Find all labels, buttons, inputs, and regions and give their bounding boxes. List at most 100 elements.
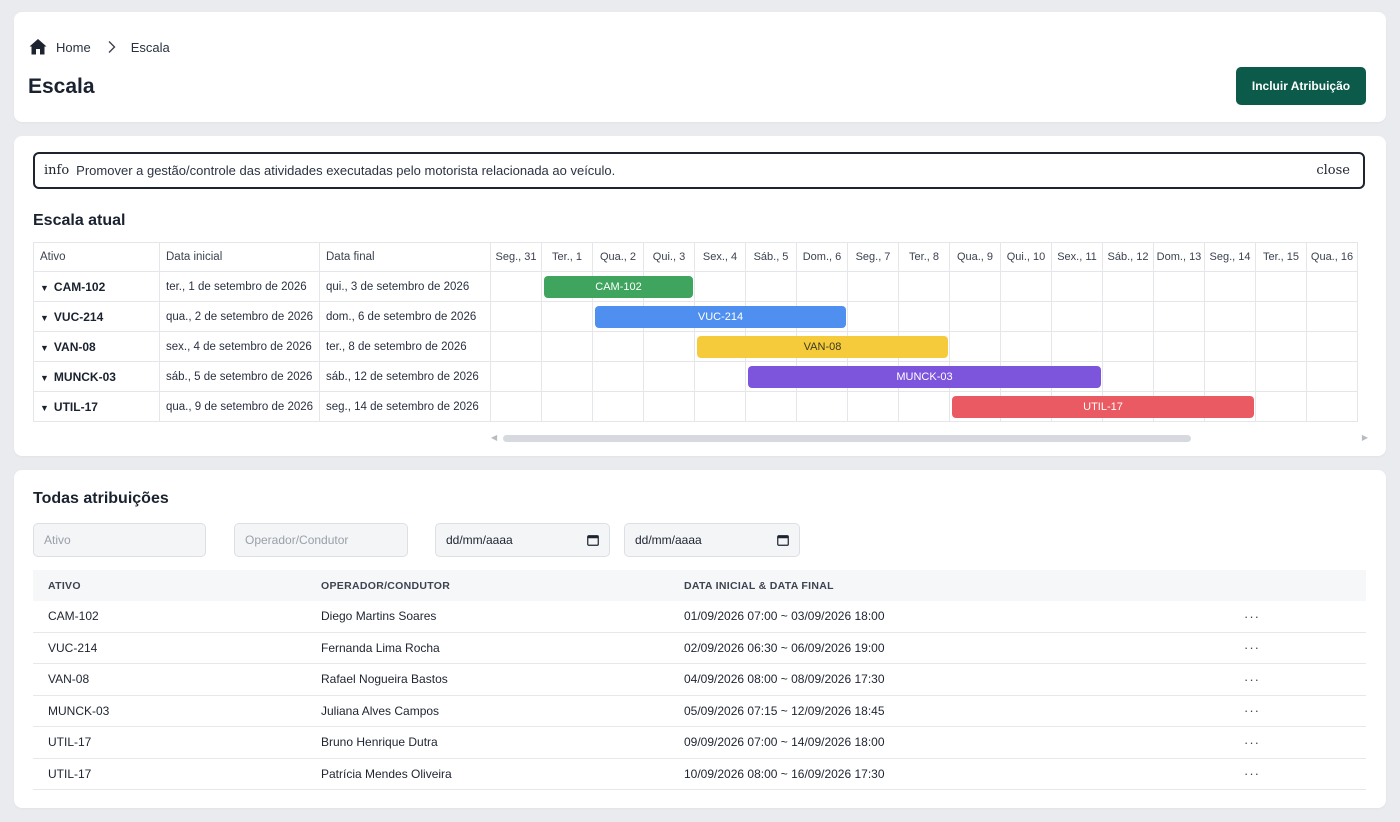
gantt-day-cell[interactable]	[1154, 302, 1205, 332]
gantt-day-cell[interactable]	[491, 302, 542, 332]
gantt-bar[interactable]: MUNCK-03	[748, 366, 1101, 388]
scroll-right-icon[interactable]: ▶	[1361, 433, 1368, 442]
gantt-day-cell[interactable]	[797, 392, 848, 422]
gantt-bar[interactable]: VAN-08	[697, 336, 948, 358]
gantt-day-cell[interactable]	[797, 302, 848, 332]
gantt-day-cell[interactable]	[593, 362, 644, 392]
gantt-day-cell[interactable]	[1256, 392, 1307, 422]
gantt-day-cell[interactable]	[746, 272, 797, 302]
close-icon[interactable]: close	[1316, 163, 1350, 178]
gantt-day-cell[interactable]	[1205, 272, 1256, 302]
gantt-day-cell[interactable]	[644, 332, 695, 362]
gantt-day-cell[interactable]	[848, 272, 899, 302]
gantt-day-cell[interactable]	[1052, 362, 1103, 392]
table-row[interactable]: VAN-08 Rafael Nogueira Bastos 04/09/2026 0…	[33, 664, 1366, 696]
gantt-day-cell[interactable]	[1307, 302, 1358, 332]
more-actions-icon[interactable]: ···	[1244, 671, 1260, 687]
gantt-asset-cell[interactable]: ▼ VUC-214	[33, 302, 160, 332]
end-date-input[interactable]: dd/mm/aaaa	[624, 523, 800, 557]
column-header-ativo[interactable]: ATIVO	[48, 579, 81, 592]
gantt-header-ativo[interactable]: Ativo	[33, 242, 160, 272]
caret-down-icon[interactable]: ▼	[40, 282, 49, 293]
gantt-day-cell[interactable]	[848, 392, 899, 422]
gantt-day-cell[interactable]	[746, 392, 797, 422]
column-header-datas[interactable]: DATA INICIAL & DATA FINAL	[684, 579, 834, 592]
gantt-day-cell[interactable]	[695, 392, 746, 422]
caret-down-icon[interactable]: ▼	[40, 312, 49, 323]
ativo-filter-input[interactable]	[33, 523, 206, 557]
gantt-asset-cell[interactable]: ▼ UTIL-17	[33, 392, 160, 422]
gantt-day-cell[interactable]	[1205, 302, 1256, 332]
table-row[interactable]: VUC-214 Fernanda Lima Rocha 02/09/2026 06:…	[33, 633, 1366, 664]
gantt-day-cell[interactable]	[695, 362, 746, 392]
table-row[interactable]: CAM-102 Diego Martins Soares 01/09/2026 07…	[33, 601, 1366, 633]
gantt-day-cell[interactable]	[491, 362, 542, 392]
add-assignment-button[interactable]: Incluir Atribuição	[1236, 67, 1366, 105]
gantt-day-cell[interactable]	[1205, 362, 1256, 392]
gantt-row[interactable]: ▼ UTIL-17 qua., 9 de setembro de 2026 seg.,…	[33, 392, 1358, 422]
gantt-day-cell[interactable]	[1256, 332, 1307, 362]
gantt-day-cell[interactable]	[950, 302, 1001, 332]
gantt-asset-cell[interactable]: ▼ VAN-08	[33, 332, 160, 362]
gantt-bar[interactable]: VUC-214	[595, 306, 846, 328]
gantt-header-final[interactable]: Data final	[320, 242, 491, 272]
gantt-day-cell[interactable]	[899, 302, 950, 332]
caret-down-icon[interactable]: ▼	[40, 342, 49, 353]
gantt-day-cell[interactable]	[950, 272, 1001, 302]
gantt-row[interactable]: ▼ VAN-08 sex., 4 de setembro de 2026 ter., …	[33, 332, 1358, 362]
gantt-day-cell[interactable]	[491, 392, 542, 422]
gantt-day-cell[interactable]	[950, 332, 1001, 362]
more-actions-icon[interactable]: ···	[1244, 703, 1260, 719]
gantt-day-cell[interactable]	[695, 272, 746, 302]
table-row[interactable]: MUNCK-03 Juliana Alves Campos 05/09/2026 0…	[33, 696, 1366, 727]
calendar-icon[interactable]	[777, 534, 789, 546]
table-row[interactable]: UTIL-17 Patrícia Mendes Oliveira 10/09/202…	[33, 759, 1366, 790]
more-actions-icon[interactable]: ···	[1244, 766, 1260, 782]
gantt-day-cell[interactable]	[1001, 332, 1052, 362]
caret-down-icon[interactable]: ▼	[40, 402, 49, 413]
gantt-day-cell[interactable]	[1205, 392, 1256, 422]
gantt-day-cell[interactable]	[1103, 272, 1154, 302]
gantt-day-cell[interactable]	[542, 392, 593, 422]
gantt-day-cell[interactable]	[542, 302, 593, 332]
gantt-bar[interactable]: UTIL-17	[952, 396, 1254, 418]
gantt-day-cell[interactable]	[1052, 302, 1103, 332]
gantt-day-cell[interactable]	[1205, 332, 1256, 362]
gantt-asset-cell[interactable]: ▼ CAM-102	[33, 272, 160, 302]
gantt-day-cell[interactable]	[1307, 332, 1358, 362]
table-row[interactable]: UTIL-17 Bruno Henrique Dutra 09/09/2026 07…	[33, 727, 1366, 759]
scrollbar-thumb[interactable]	[503, 435, 1191, 442]
operador-filter-input[interactable]	[234, 523, 408, 557]
gantt-day-cell[interactable]	[848, 302, 899, 332]
gantt-day-cell[interactable]	[1256, 272, 1307, 302]
gantt-day-cell[interactable]	[1307, 392, 1358, 422]
gantt-day-cell[interactable]	[542, 332, 593, 362]
gantt-row[interactable]: ▼ MUNCK-03 sáb., 5 de setembro de 2026 sáb.…	[33, 362, 1358, 392]
gantt-day-cell[interactable]	[1052, 332, 1103, 362]
column-header-operador[interactable]: OPERADOR/CONDUTOR	[321, 579, 451, 592]
gantt-day-cell[interactable]	[593, 392, 644, 422]
gantt-day-cell[interactable]	[1154, 362, 1205, 392]
scroll-left-icon[interactable]: ◀	[491, 433, 498, 442]
gantt-day-cell[interactable]	[1307, 362, 1358, 392]
gantt-day-cell[interactable]	[1256, 362, 1307, 392]
more-actions-icon[interactable]: ···	[1244, 734, 1260, 750]
gantt-row[interactable]: ▼ VUC-214 qua., 2 de setembro de 2026 dom.,…	[33, 302, 1358, 332]
gantt-row[interactable]: ▼ CAM-102 ter., 1 de setembro de 2026 qui.,…	[33, 272, 1358, 302]
gantt-asset-cell[interactable]: ▼ MUNCK-03	[33, 362, 160, 392]
gantt-day-cell[interactable]	[1001, 272, 1052, 302]
more-actions-icon[interactable]: ···	[1244, 640, 1260, 656]
gantt-day-cell[interactable]	[1103, 362, 1154, 392]
gantt-day-cell[interactable]	[899, 332, 950, 362]
more-actions-icon[interactable]: ···	[1244, 608, 1260, 624]
gantt-day-cell[interactable]	[1103, 332, 1154, 362]
gantt-day-cell[interactable]	[899, 272, 950, 302]
gantt-day-cell[interactable]	[644, 272, 695, 302]
breadcrumb-home-link[interactable]: Home	[56, 39, 91, 55]
gantt-horizontal-scrollbar[interactable]: ◀ ▶	[491, 432, 1368, 444]
start-date-input[interactable]: dd/mm/aaaa	[435, 523, 610, 557]
gantt-day-cell[interactable]	[491, 272, 542, 302]
gantt-day-cell[interactable]	[1256, 302, 1307, 332]
gantt-day-cell[interactable]	[593, 332, 644, 362]
gantt-day-cell[interactable]	[542, 362, 593, 392]
